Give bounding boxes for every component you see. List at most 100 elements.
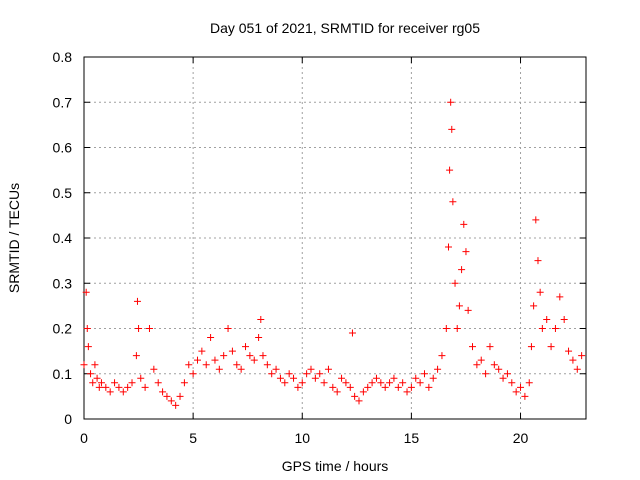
data-point: [154, 379, 162, 387]
data-point: [97, 379, 105, 387]
data-point: [141, 383, 149, 391]
data-point: [444, 243, 452, 251]
data-point: [477, 356, 485, 364]
data-point: [159, 388, 167, 396]
data-point: [547, 343, 555, 351]
data-point: [455, 302, 463, 310]
data-point: [338, 374, 346, 382]
data-point: [416, 379, 424, 387]
data-point: [527, 343, 535, 351]
data-point: [538, 325, 546, 332]
data-point: [106, 388, 114, 396]
data-point: [495, 365, 503, 373]
data-point: [193, 356, 201, 364]
y-axis-title: SRMTID / TECUs: [6, 183, 22, 293]
data-point: [95, 383, 103, 391]
data-point: [224, 325, 232, 332]
data-point: [464, 306, 472, 314]
data-point: [82, 288, 90, 296]
data-point: [448, 125, 456, 133]
data-point: [420, 370, 428, 378]
data-points: [80, 98, 586, 409]
data-point: [228, 347, 236, 355]
data-point: [163, 392, 171, 400]
data-point: [525, 379, 533, 387]
data-point: [462, 248, 470, 256]
data-point: [124, 383, 132, 391]
x-axis-title: GPS time / hours: [282, 458, 389, 474]
data-point: [268, 370, 276, 378]
data-point: [281, 379, 289, 387]
data-point: [207, 334, 215, 342]
data-point: [473, 361, 481, 369]
data-point: [185, 361, 193, 369]
data-point: [351, 392, 359, 400]
data-point: [180, 379, 188, 387]
data-point: [442, 325, 450, 332]
data-point: [503, 370, 511, 378]
y-tick-label: 0.7: [53, 94, 73, 110]
x-tick-label: 5: [189, 430, 197, 446]
y-tick-label: 0.1: [53, 366, 73, 382]
data-point: [272, 365, 280, 373]
data-point: [257, 315, 265, 323]
data-point: [329, 383, 337, 391]
data-point: [536, 288, 544, 296]
data-point: [290, 374, 298, 382]
data-point: [390, 374, 398, 382]
data-point: [111, 379, 119, 387]
data-point: [303, 370, 311, 378]
data-point: [237, 365, 245, 373]
data-point: [451, 279, 459, 287]
data-point: [425, 383, 433, 391]
data-point: [307, 365, 315, 373]
data-point: [167, 397, 175, 405]
data-point: [499, 374, 507, 382]
data-point: [447, 98, 455, 106]
x-tick-label: 10: [294, 430, 310, 446]
data-point: [115, 383, 123, 391]
x-tick-label: 15: [404, 430, 420, 446]
data-point: [521, 392, 529, 400]
data-point: [91, 361, 99, 369]
data-point: [132, 352, 140, 360]
data-point: [320, 379, 328, 387]
data-point: [551, 325, 559, 332]
data-point: [446, 166, 454, 174]
data-point: [80, 361, 88, 369]
data-point: [517, 383, 525, 391]
data-point: [189, 370, 197, 378]
data-point: [573, 365, 581, 373]
data-point: [372, 374, 380, 382]
data-point: [403, 388, 411, 396]
data-point: [469, 343, 477, 351]
data-point: [364, 383, 372, 391]
x-tick-label: 0: [80, 430, 88, 446]
y-tick-label: 0.5: [53, 185, 73, 201]
data-point: [434, 365, 442, 373]
y-tick-label: 0.3: [53, 275, 73, 291]
data-point: [490, 361, 498, 369]
data-point: [534, 257, 542, 265]
data-point: [543, 315, 551, 323]
data-point: [381, 383, 389, 391]
y-tick-label: 0.8: [53, 49, 73, 65]
data-point: [377, 379, 385, 387]
data-point: [202, 361, 210, 369]
data-point: [137, 374, 145, 382]
y-tick-label: 0.6: [53, 140, 73, 156]
data-point: [532, 216, 540, 224]
data-point: [135, 325, 143, 332]
data-point: [342, 379, 350, 387]
data-point: [211, 356, 219, 364]
data-point: [429, 374, 437, 382]
data-point: [368, 379, 376, 387]
data-point: [83, 325, 91, 332]
data-point: [394, 383, 402, 391]
data-point: [233, 361, 241, 369]
data-point: [565, 347, 573, 355]
data-point: [578, 352, 586, 360]
data-point: [93, 374, 101, 382]
y-tick-label: 0.4: [53, 230, 73, 246]
